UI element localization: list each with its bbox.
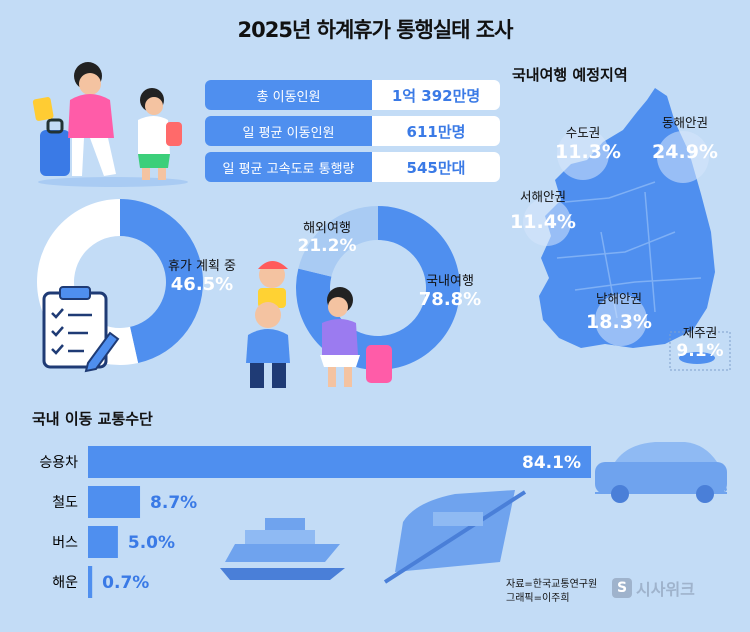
logo-mark-icon: S (612, 578, 632, 598)
bar-철도 (88, 486, 141, 518)
family-illustration (246, 261, 392, 388)
page-title: 2025년 하계휴가 통행실태 조사 (237, 18, 514, 42)
logo-text: 시사위크 (636, 580, 695, 599)
region-namhaean: 남해안권 18.3% (586, 288, 652, 333)
travelers-illustration (32, 62, 188, 187)
bar-category-label: 해운 (52, 575, 78, 591)
bar-버스 (88, 526, 118, 558)
bar-해운 (88, 566, 93, 598)
source-credit: 자료=한국교통연구원 (506, 579, 598, 590)
donut-label: 해외여행 (303, 221, 351, 236)
bar-value-label: 5.0% (128, 533, 175, 553)
transport-title: 국내 이동 교통수단 (32, 410, 153, 428)
donut-value: 46.5% (170, 274, 234, 295)
region-value: 24.9% (652, 141, 718, 163)
stat-label: 일 평균 이동인원 (205, 116, 372, 146)
vacation-plan-label-group: 휴가 계획 중 46.5% (152, 255, 252, 295)
donut-slice-overseas (298, 206, 378, 277)
car-icon (595, 442, 727, 503)
region-name: 서해안권 (519, 189, 566, 204)
overseas-label-group: 해외여행 21.2% (287, 217, 367, 256)
stat-total-travelers: 총 이동인원 1억 392만명 (205, 80, 500, 110)
donut-value: 21.2% (297, 236, 357, 256)
bar-category-label: 버스 (52, 535, 78, 551)
vehicles-illustration (220, 442, 727, 584)
train-icon (383, 490, 527, 584)
region-jeju: 제주권 9.1% (672, 322, 728, 361)
clipboard-icon (42, 286, 120, 373)
jeju-box (669, 331, 731, 371)
stat-daily-travelers: 일 평균 이동인원 611만명 (205, 116, 500, 146)
bar-승용차 (88, 446, 591, 478)
stat-value: 611만명 (372, 116, 500, 146)
stat-label: 총 이동인원 (205, 80, 372, 110)
korea-map (523, 88, 731, 371)
bar-category-label: 승용차 (39, 455, 78, 471)
bar-value-label: 8.7% (150, 493, 197, 513)
region-name: 동해안권 (661, 115, 708, 130)
sisaweek-logo: S 시사위크 (612, 576, 695, 600)
region-donghaean: 동해안권 24.9% (652, 112, 718, 163)
transport-bar-chart: 승용차 84.1% 철도 8.7% 버스 5.0% 해운 0.7% (39, 446, 591, 598)
stat-label: 일 평균 고속도로 통행량 (205, 152, 372, 182)
donut-value: 78.8% (418, 289, 482, 310)
graphic-credit: 그래픽=이주희 (506, 593, 570, 604)
region-sudogwon: 수도권 11.3% (555, 122, 621, 163)
region-value: 9.1% (676, 341, 724, 361)
map-title: 국내여행 예정지역 (512, 66, 628, 84)
bar-value-label: 0.7% (102, 573, 149, 593)
stat-daily-highway-traffic: 일 평균 고속도로 통행량 545만대 (205, 152, 500, 182)
donut-label: 국내여행 (426, 274, 474, 289)
region-value: 11.4% (510, 211, 576, 233)
region-name: 수도권 (565, 125, 601, 140)
bar-category-label: 철도 (52, 495, 78, 511)
region-value: 11.3% (555, 141, 621, 163)
donut-charts (37, 199, 460, 388)
region-name: 남해안권 (595, 291, 642, 306)
region-seohaean: 서해안권 11.4% (510, 186, 576, 233)
domestic-label-group: 국내여행 78.8% (410, 270, 490, 310)
donut-slice-planning (120, 199, 204, 363)
region-value: 18.3% (586, 311, 652, 333)
bar-value-label: 84.1% (522, 453, 581, 473)
donut-label: 휴가 계획 중 (167, 259, 237, 274)
region-name: 제주권 (682, 325, 718, 340)
ship-icon (220, 518, 345, 580)
credits: 자료=한국교통연구원 그래픽=이주희 (506, 578, 597, 606)
stat-value: 545만대 (372, 152, 500, 182)
stat-value: 1억 392만명 (372, 80, 500, 110)
